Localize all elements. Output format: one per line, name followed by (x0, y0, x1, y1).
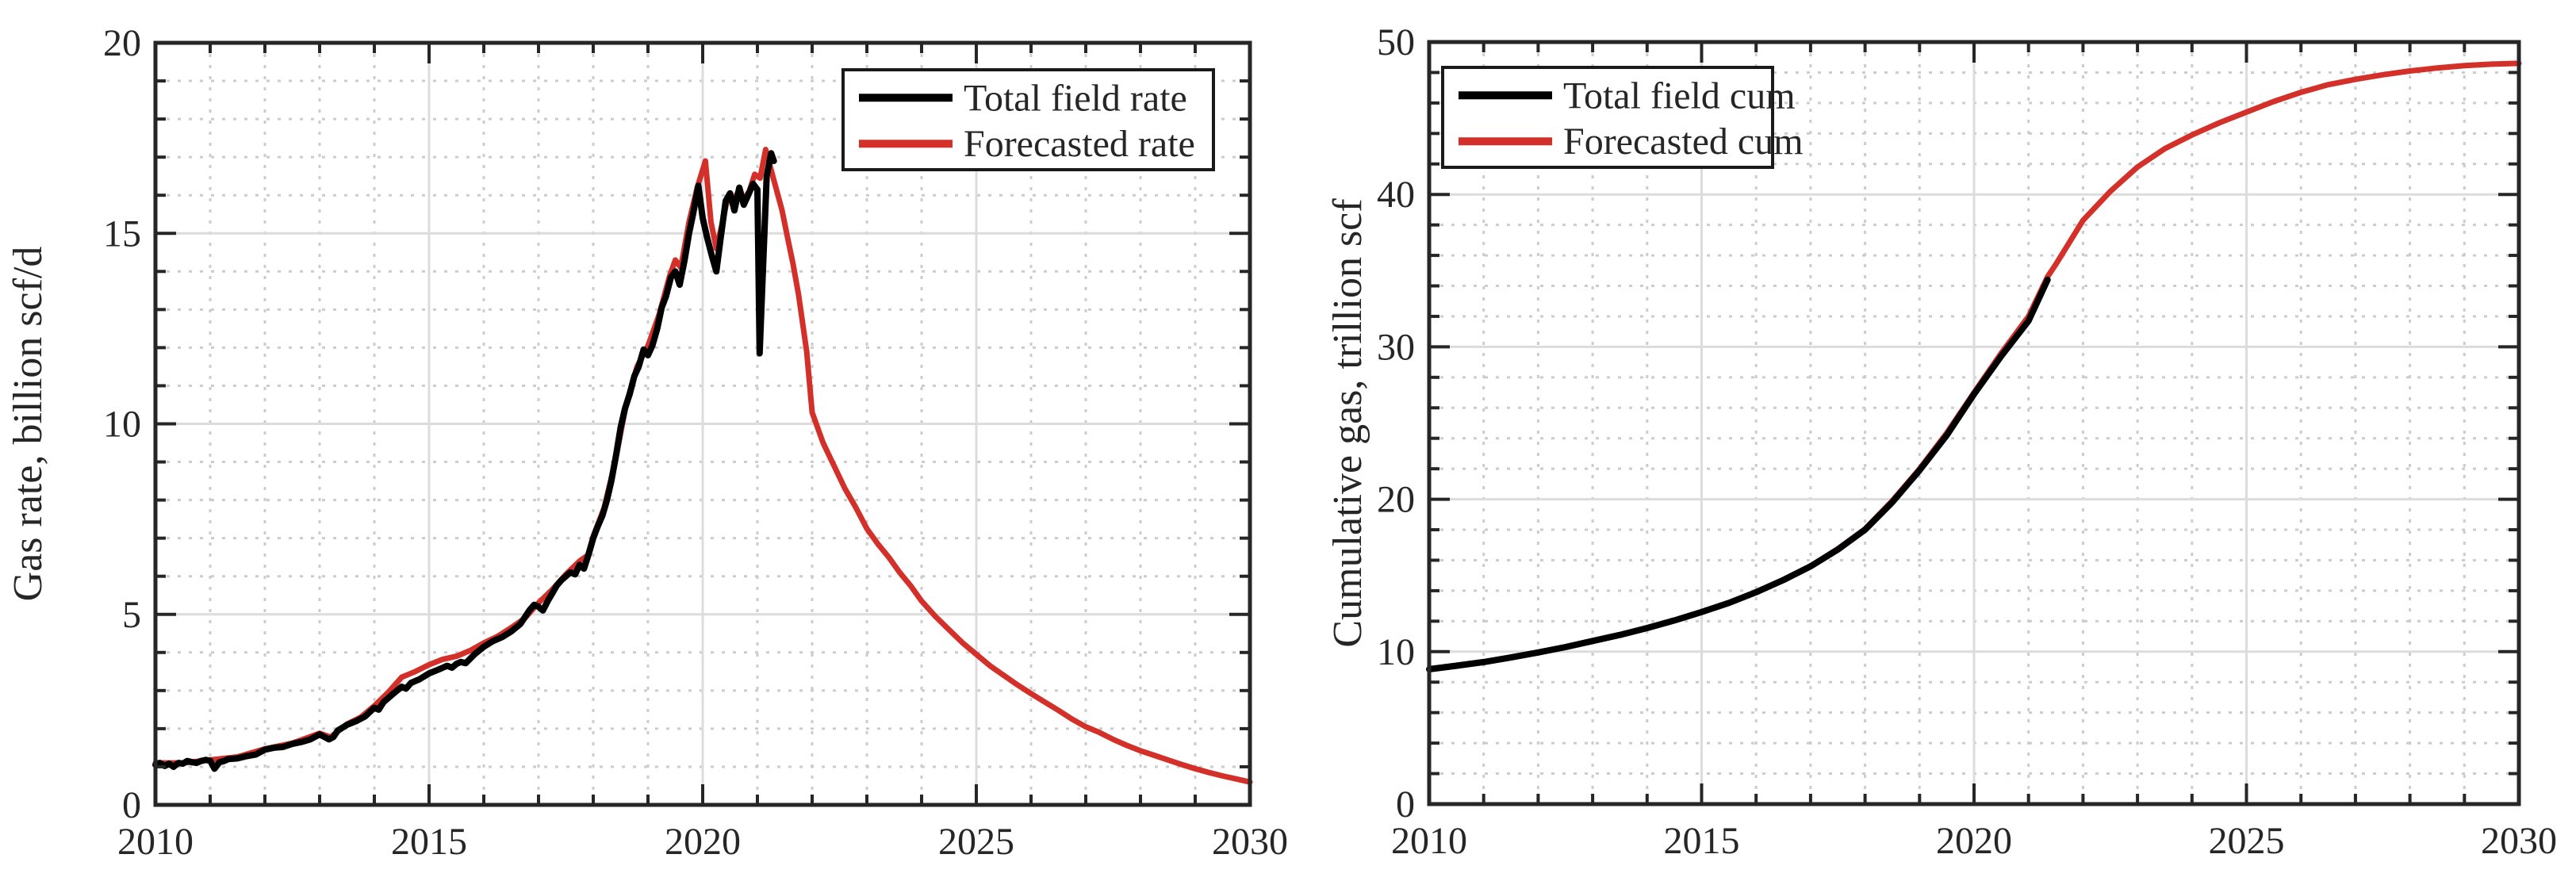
y-axis-label: Cumulative gas, trillion scf (1325, 198, 1370, 648)
y-tick-label: 5 (122, 594, 141, 636)
y-tick-label: 15 (103, 213, 141, 255)
y-tick-label: 20 (103, 22, 141, 64)
legend-label: Forecasted rate (964, 123, 1195, 165)
legend-label: Forecasted cum (1563, 121, 1804, 163)
x-tick-label: 2030 (2481, 820, 2557, 862)
x-tick-label: 2015 (1664, 820, 1740, 862)
y-tick-label: 40 (1377, 174, 1415, 216)
gas-rate-chart: 2010 2015 2020 2025 2030 0 5 10 15 20 Gas rate, bi… (6, 22, 1288, 863)
x-tick-label: 2020 (1936, 820, 2012, 862)
total-field-cum-line (1426, 276, 2051, 672)
cumulative-gas-chart: 2010 2015 2020 2025 2030 0 10 20 30 40 50 Cumulativ… (1288, 0, 2576, 881)
y-tick-label: 20 (1377, 479, 1415, 521)
y-tick-label: 30 (1377, 326, 1415, 368)
legend-label: Total field cum (1563, 75, 1796, 117)
x-tick-label: 2025 (2209, 820, 2285, 862)
legend-box (841, 68, 1215, 171)
y-tick-label: 50 (1377, 21, 1415, 63)
y-axis-label: Gas rate, billion scf/d (6, 247, 51, 602)
x-tick-label: 2020 (665, 821, 741, 863)
x-tick-label: 2030 (1212, 821, 1288, 863)
total-field-rate-line (152, 150, 777, 772)
legend-box (1441, 66, 1774, 169)
y-tick-label: 0 (122, 784, 141, 826)
y-tick-label: 10 (1377, 631, 1415, 673)
y-tick-label: 10 (103, 404, 141, 446)
cumulative-gas-plot: 2010 2015 2020 2025 203001020304050Cumulativ… (1325, 21, 2557, 862)
x-tick-label: 2015 (391, 821, 467, 863)
gas-rate-plot: 2010 2015 2020 2025 2030 0 5 10 15 20 Gas rate, bi… (6, 22, 1288, 863)
x-tick-label: 2010 (117, 821, 194, 863)
y-tick-label: 0 (1396, 783, 1415, 825)
x-tick-label: 2010 (1391, 820, 1467, 862)
legend-label: Total field rate (964, 77, 1187, 119)
x-tick-label: 2025 (938, 821, 1014, 863)
